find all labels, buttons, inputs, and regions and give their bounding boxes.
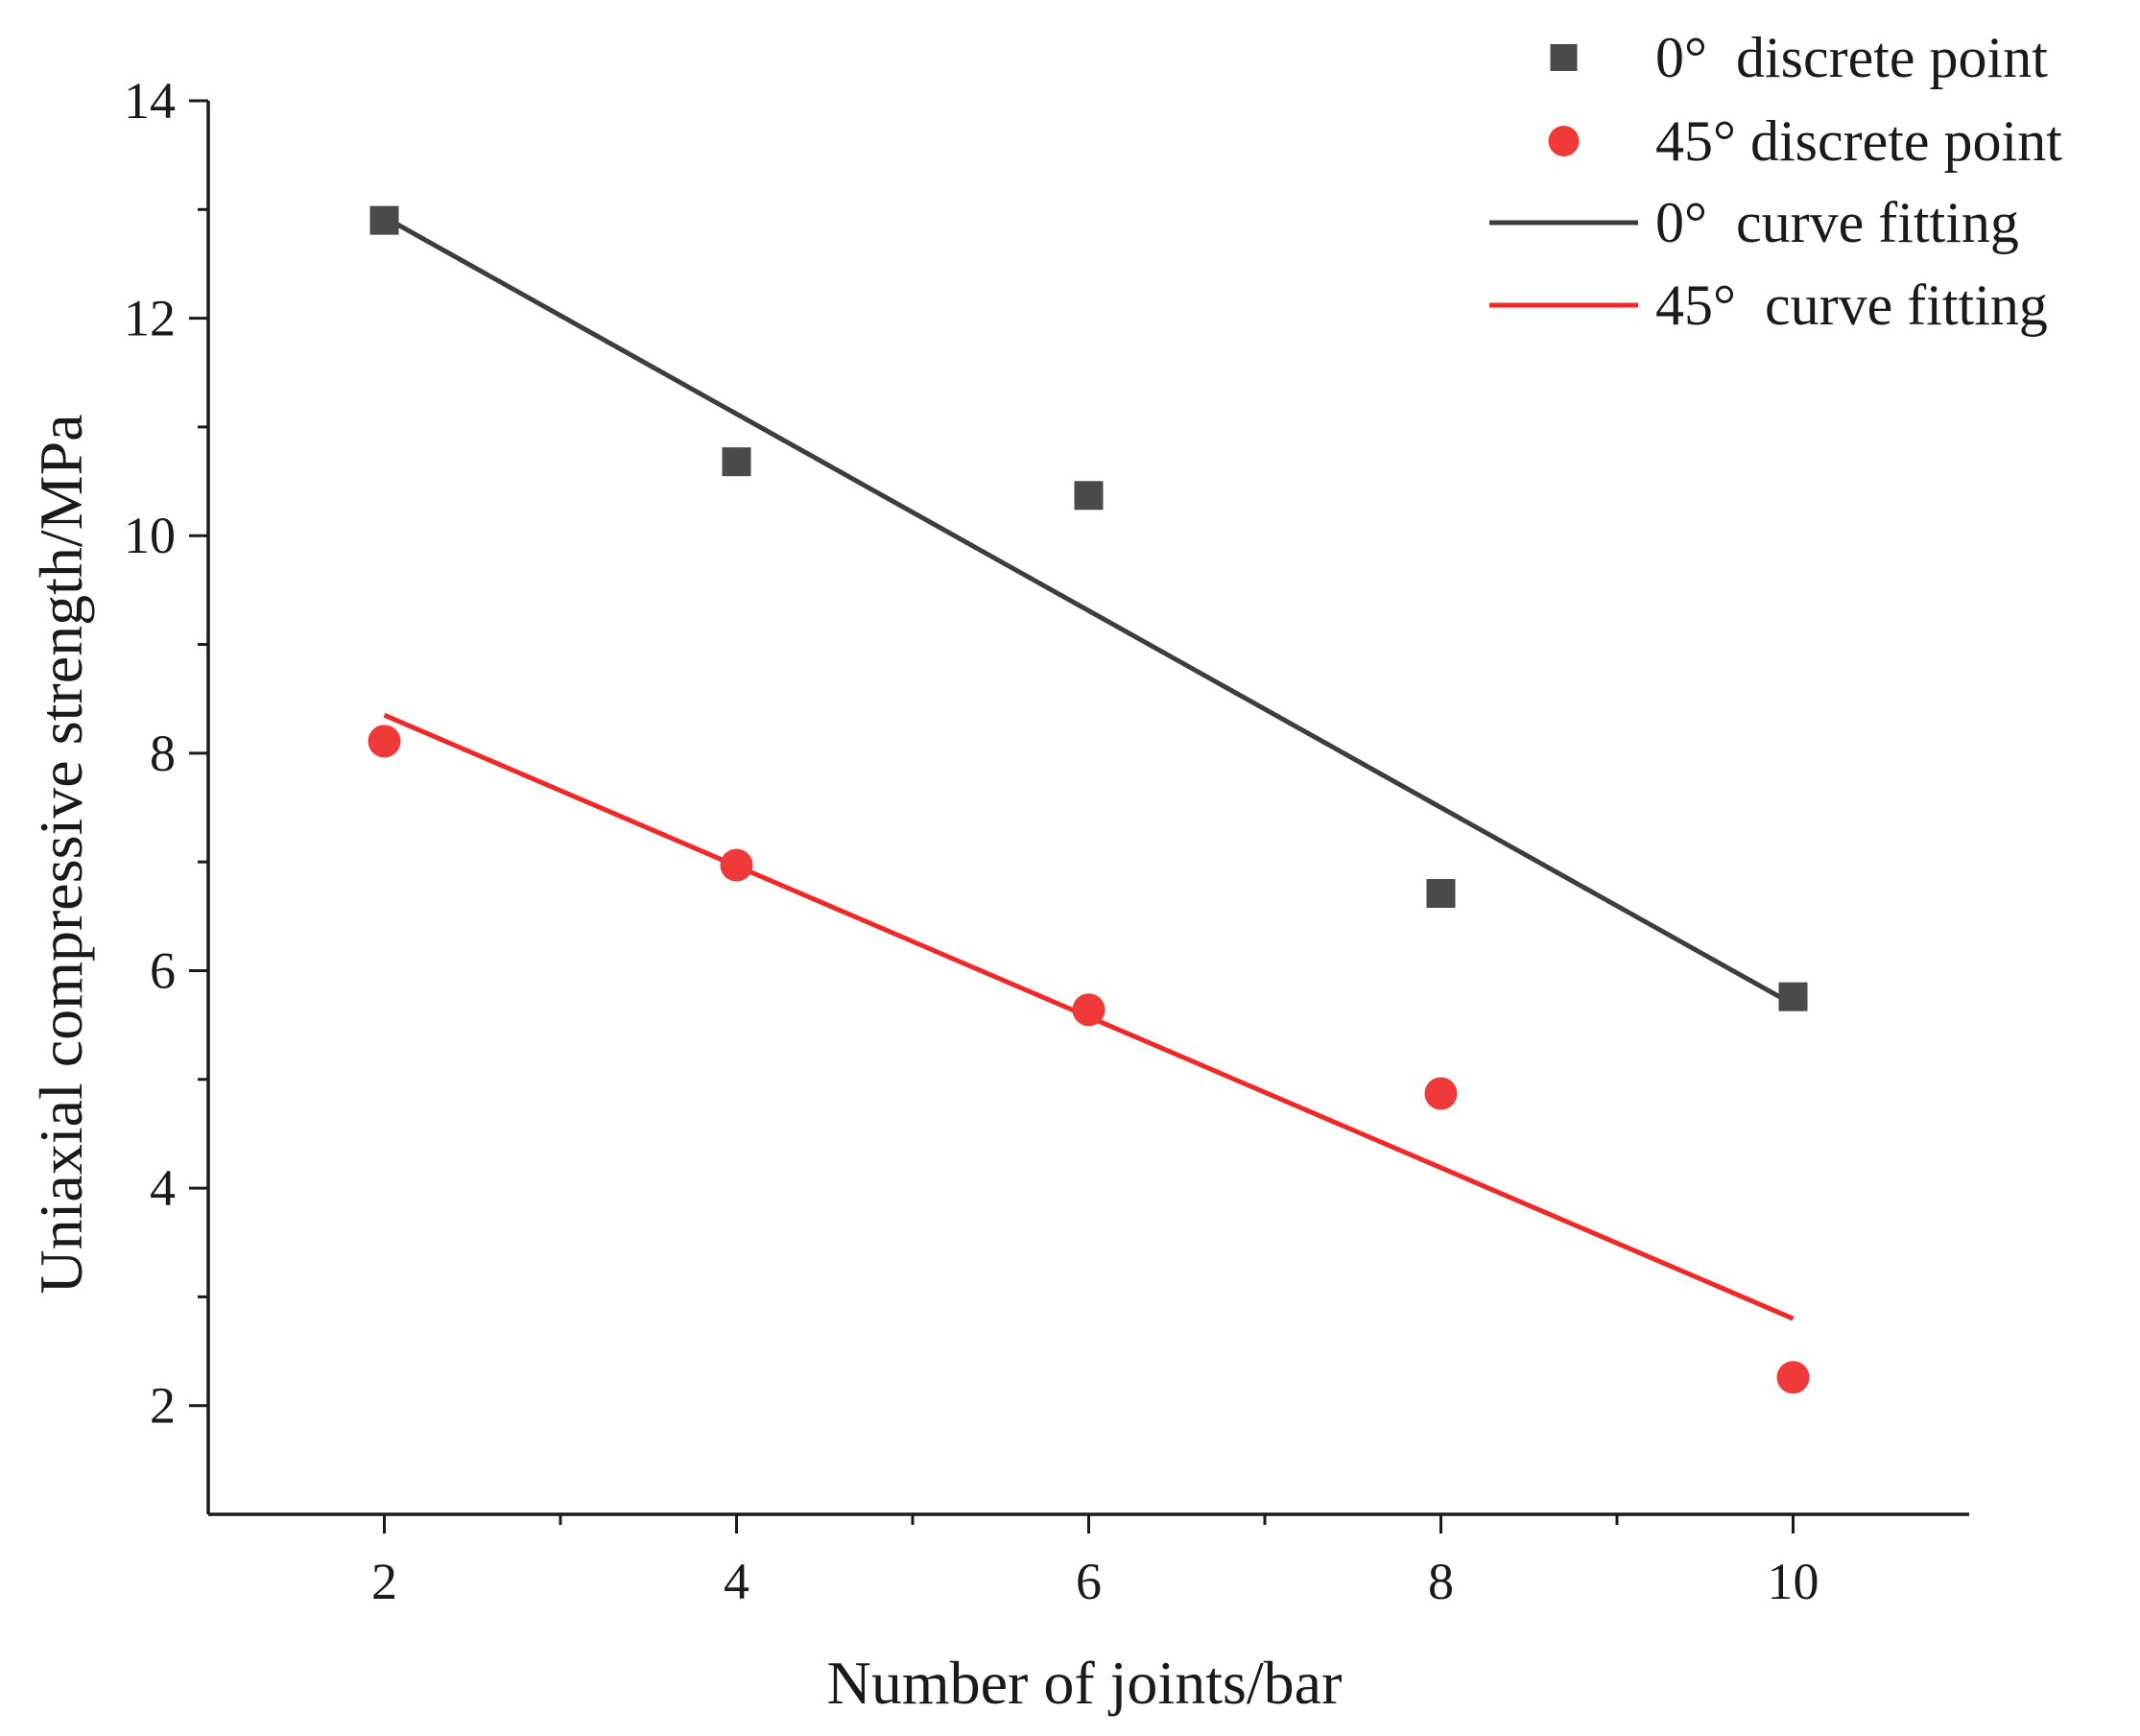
circle-point: [1424, 1077, 1458, 1110]
square-point: [369, 205, 399, 235]
square-point: [1778, 982, 1808, 1011]
circle-point: [720, 848, 753, 882]
y-tick-label: 8: [150, 725, 176, 782]
circle-point: [1072, 993, 1106, 1027]
y-axis-title: Uniaxial compressive strength/MPa: [27, 414, 95, 1294]
legend-label: 0° curve fitting: [1655, 191, 2019, 254]
y-tick-label: 12: [124, 290, 176, 347]
square-point: [722, 447, 751, 477]
y-tick-label: 6: [150, 941, 176, 999]
square-point: [1426, 879, 1456, 909]
legend-label: 45° discrete point: [1655, 109, 2062, 173]
x-tick-label: 6: [1076, 1553, 1102, 1610]
x-tick-label: 4: [724, 1553, 749, 1610]
x-axis-title: Number of joints/bar: [827, 1649, 1343, 1717]
fit-lines: [383, 215, 1795, 1321]
x-tick-label: 8: [1428, 1553, 1454, 1610]
legend-circle-swatch: [1548, 126, 1580, 156]
legend-label: 0° discrete point: [1655, 26, 2048, 89]
circle-point: [1776, 1361, 1810, 1394]
data-points: [368, 205, 1810, 1394]
legend-square-swatch: [1550, 44, 1578, 71]
y-tick-label: 10: [124, 507, 176, 564]
y-tick-label: 2: [150, 1377, 176, 1435]
ticks: 2 4 6 8 10 2 4 6 8 10 12 14: [124, 72, 1819, 1610]
legend: 0° discrete point 45° discrete point 0° cu…: [1489, 26, 2062, 337]
legend-label: 45° curve fitting: [1655, 273, 2048, 337]
fit-line-2: [383, 215, 1795, 1007]
x-tick-label: 2: [371, 1553, 397, 1610]
y-tick-label: 4: [150, 1159, 176, 1217]
square-point: [1074, 481, 1104, 511]
x-tick-label: 10: [1768, 1553, 1819, 1610]
circle-point: [368, 725, 401, 758]
y-tick-label: 14: [124, 72, 176, 130]
